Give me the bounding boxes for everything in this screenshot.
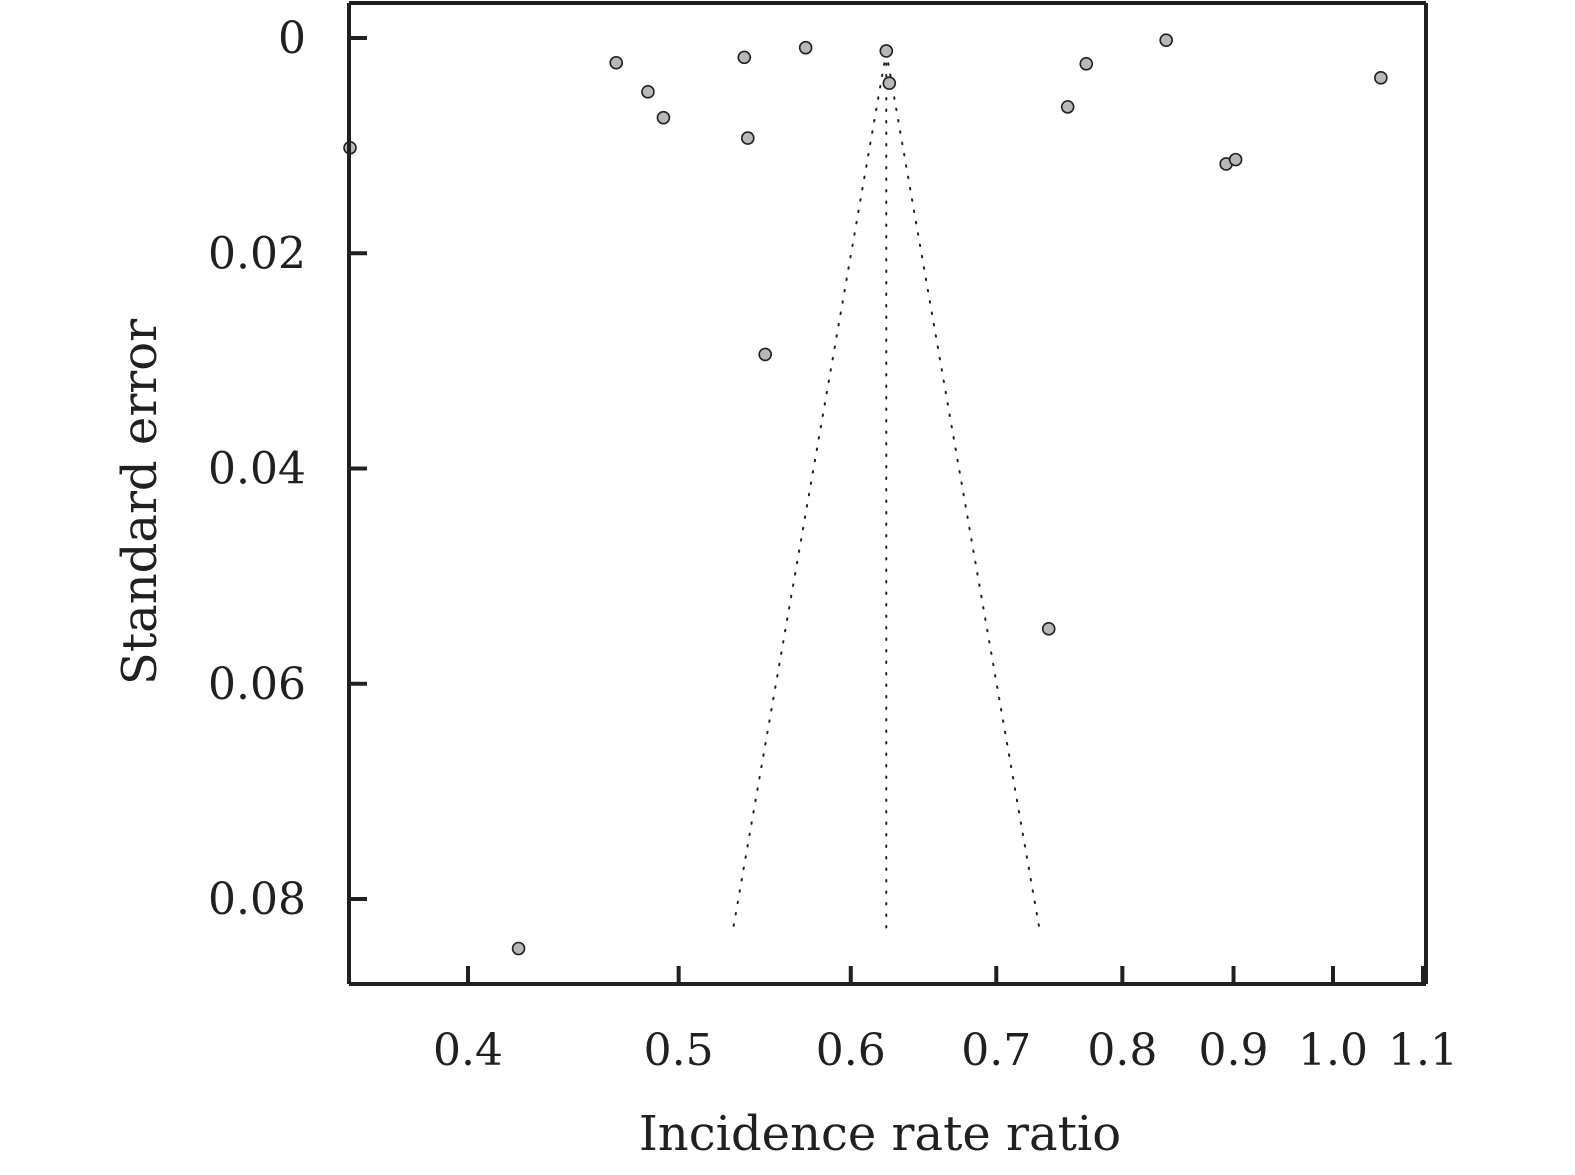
axes: 0 0.02 0.04 0.06 0.08 0.4 0.5 0.6 0.7 0.8 0.9 1.0 1.… [208,1,1458,1076]
data-point-9 [798,40,813,55]
y-tick-label: 0.06 [208,659,306,710]
data-point-13 [1060,100,1075,114]
x-tick-label: 0.8 [1087,1025,1157,1076]
funnel-lines [731,50,1041,933]
data-point-10 [879,44,894,58]
x-tick-label: 0.9 [1199,1025,1269,1076]
data-point-6 [737,50,752,65]
data-point-5 [656,110,671,125]
data-point-8 [758,347,772,362]
x-tick-label: 0.6 [816,1025,886,1076]
x-axis-title: Incidence rate ratio [639,1106,1121,1162]
y-axis-title: Standard error [112,319,168,685]
data-point-14 [1079,57,1094,71]
y-tick-label: 0 [278,13,306,64]
data-points [343,33,1388,956]
funnel-lower-limit-line [731,50,888,933]
data-point-2 [511,941,526,956]
data-point-15 [1159,33,1173,47]
data-point-4 [641,85,655,99]
y-tick-label: 0.04 [208,444,306,495]
x-tick-label: 1.0 [1298,1025,1368,1076]
x-tick-label: 0.7 [961,1025,1031,1076]
data-point-18 [1374,71,1388,85]
x-tick-label: 0.4 [433,1025,503,1076]
data-point-11 [882,76,897,91]
y-tick-label: 0.02 [208,228,306,279]
data-point-17 [1228,152,1243,167]
funnel-upper-limit-line [885,50,1041,933]
data-point-7 [741,131,755,145]
y-tick-label: 0.08 [208,874,306,925]
x-tick-label: 0.5 [644,1025,714,1076]
x-tick-label: 1.1 [1388,1025,1458,1076]
data-point-3 [609,55,624,70]
data-point-12 [1041,622,1056,636]
